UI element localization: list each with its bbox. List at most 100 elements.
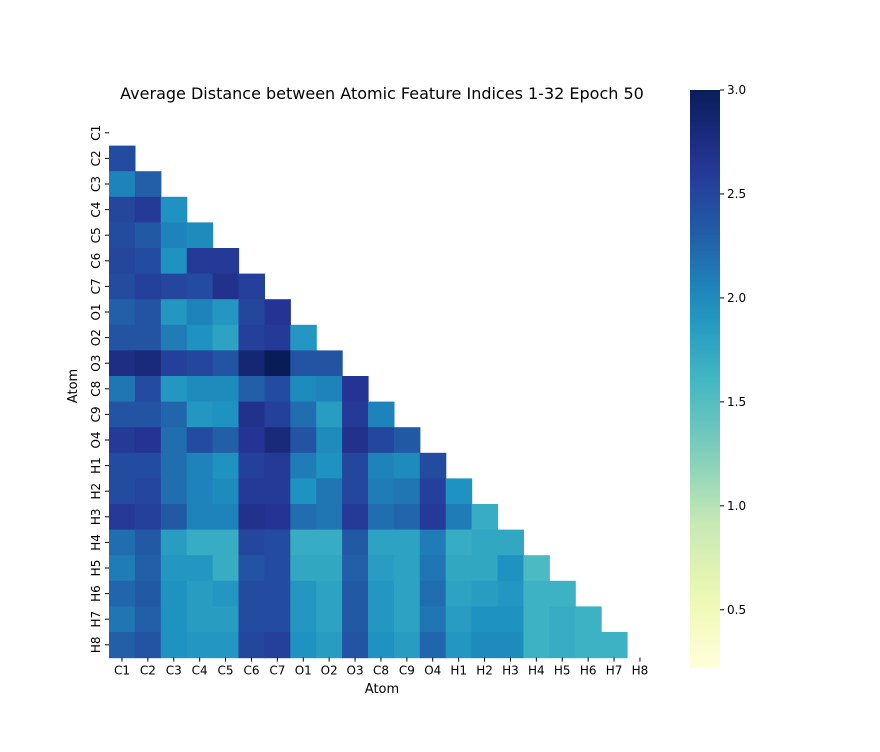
- heatmap-cell-H4-H1: [445, 529, 473, 556]
- heatmap-cell-H3-O1: [290, 504, 317, 531]
- heatmap-cell-H8-H2: [471, 632, 499, 659]
- heatmap-cell-C8-C7: [264, 376, 291, 403]
- heatmap-cell-H1-C7: [264, 452, 291, 479]
- heatmap-cell-H8-C3: [160, 632, 188, 659]
- y-tick-label-O2: O2: [89, 329, 103, 346]
- heatmap-cell-O2-O1: [290, 324, 317, 351]
- heatmap-cell-O4-C1: [109, 427, 136, 454]
- colorbar-tick-label: 3.0: [727, 83, 746, 97]
- heatmap-cell-O4-C6: [238, 427, 265, 454]
- heatmap-cell-H2-C8: [368, 478, 395, 505]
- heatmap-cell-C7-C3: [160, 273, 188, 300]
- heatmap-cell-O4-C8: [368, 427, 395, 454]
- heatmap-cell-O2-C2: [134, 324, 162, 351]
- heatmap-cell-H2-O1: [290, 478, 317, 505]
- heatmap-cell-H1-O4: [419, 452, 447, 479]
- heatmap-cell-H4-C3: [160, 529, 188, 556]
- heatmap-cell-H6-C1: [109, 580, 136, 607]
- heatmap-cell-O1-C7: [264, 299, 291, 326]
- heatmap-cell-H8-H5: [549, 632, 576, 659]
- heatmap-cell-C4-C1: [109, 196, 136, 223]
- heatmap-cell-H8-C6: [238, 632, 265, 659]
- heatmap-cell-H2-C1: [109, 478, 136, 505]
- heatmap-cell-H8-H1: [445, 632, 473, 659]
- heatmap-cell-H8-H6: [575, 632, 602, 659]
- heatmap-cell-H5-H4: [523, 555, 550, 582]
- heatmap-cell-C5-C3: [160, 222, 188, 249]
- heatmap-cell-H8-O1: [290, 632, 317, 659]
- y-tick-label-H2: H2: [89, 483, 103, 500]
- y-tick-label-O3: O3: [89, 355, 103, 372]
- heatmap-cell-H8-C4: [186, 632, 214, 659]
- heatmap-cell-H7-O4: [419, 606, 447, 633]
- x-tick-label-H1: H1: [450, 664, 467, 678]
- y-tick-label-H8: H8: [89, 636, 103, 653]
- x-tick-label-C8: C8: [373, 664, 389, 678]
- heatmap-cell-H7-H6: [575, 606, 602, 633]
- heatmap-cell-H2-C5: [212, 478, 240, 505]
- heatmap-cell-H3-C7: [264, 504, 291, 531]
- heatmap-cell-H4-C6: [238, 529, 265, 556]
- heatmap-cell-H2-O4: [419, 478, 447, 505]
- heatmap-cell-H6-H4: [523, 580, 550, 607]
- heatmap-cell-O4-C7: [264, 427, 291, 454]
- y-tick-label-C6: C6: [89, 253, 103, 269]
- heatmap-cell-H4-C8: [368, 529, 395, 556]
- heatmap-cell-H4-C7: [264, 529, 291, 556]
- x-tick-label-C2: C2: [140, 664, 156, 678]
- heatmap-cell-H2-H1: [445, 478, 473, 505]
- colorbar-ticks: 0.5 1.0 1.5 2.0 2.5 3.0: [720, 83, 746, 617]
- heatmap-cell-C7-C6: [238, 273, 265, 300]
- heatmap-cell-H3-O3: [342, 504, 369, 531]
- heatmap-cell-C9-C4: [186, 401, 214, 428]
- heatmap-cell-H1-O2: [316, 452, 343, 479]
- colorbar: [690, 90, 720, 668]
- heatmap-cell-H7-C3: [160, 606, 188, 633]
- heatmap-cell-H4-O4: [419, 529, 447, 556]
- heatmap-cell-H3-C6: [238, 504, 265, 531]
- x-tick-label-C7: C7: [269, 664, 285, 678]
- y-tick-label-C4: C4: [89, 202, 103, 218]
- heatmap-cell-H7-C4: [186, 606, 214, 633]
- heatmap-cell-C7-C4: [186, 273, 214, 300]
- y-tick-label-C3: C3: [89, 176, 103, 192]
- heatmap-cell-H6-H2: [471, 580, 499, 607]
- heatmap-cell-H6-H5: [549, 580, 576, 607]
- heatmap-cell-H5-C5: [212, 555, 240, 582]
- heatmap-cell-O1-C5: [212, 299, 240, 326]
- colorbar-tick-label: 0.5: [727, 603, 746, 617]
- y-tick-label-H5: H5: [89, 560, 103, 577]
- heatmap-cell-H4-O1: [290, 529, 317, 556]
- heatmap-cell-C9-C3: [160, 401, 188, 428]
- heatmap-cell-H5-C1: [109, 555, 136, 582]
- heatmap-cell-C6-C2: [134, 248, 162, 275]
- heatmap-cell-H7-H1: [445, 606, 473, 633]
- heatmap-cell-O2-C3: [160, 324, 188, 351]
- heatmap-cell-O2-C5: [212, 324, 240, 351]
- heatmap-cell-C7-C1: [109, 273, 136, 300]
- heatmap-cell-O4-C2: [134, 427, 162, 454]
- y-tick-label-C9: C9: [89, 406, 103, 422]
- heatmap-cell-O1-C3: [160, 299, 188, 326]
- x-tick-label-H7: H7: [606, 664, 623, 678]
- heatmap-cell-H5-C7: [264, 555, 291, 582]
- x-tick-label-O1: O1: [295, 664, 312, 678]
- heatmap-cell-H3-C2: [134, 504, 162, 531]
- heatmap-cell-C9-C5: [212, 401, 240, 428]
- x-tick-label-H8: H8: [632, 664, 649, 678]
- y-axis: C1 C2 C3 C4 C5 C6 C7 O1 O2 O3 C8 C9 O4 H1 H2 H3 H4 H5 H6 H7…: [89, 125, 109, 653]
- heatmap-cell-H2-C6: [238, 478, 265, 505]
- heatmap-cell-C8-O1: [290, 376, 317, 403]
- heatmap-cell-O2-C7: [264, 324, 291, 351]
- heatmap-cell-O4-C4: [186, 427, 214, 454]
- heatmap-cell-H3-C8: [368, 504, 395, 531]
- x-tick-label-C4: C4: [192, 664, 208, 678]
- heatmap-cell-H6-O3: [342, 580, 369, 607]
- heatmap-cell-H2-O3: [342, 478, 369, 505]
- heatmap-cell-O3-C6: [238, 350, 265, 377]
- heatmap-cell-H4-O3: [342, 529, 369, 556]
- heatmap-cell-C4-C2: [134, 196, 162, 223]
- x-tick-label-C3: C3: [166, 664, 182, 678]
- heatmap-cell-H6-O4: [419, 580, 447, 607]
- heatmap-cell-H7-C9: [393, 606, 421, 633]
